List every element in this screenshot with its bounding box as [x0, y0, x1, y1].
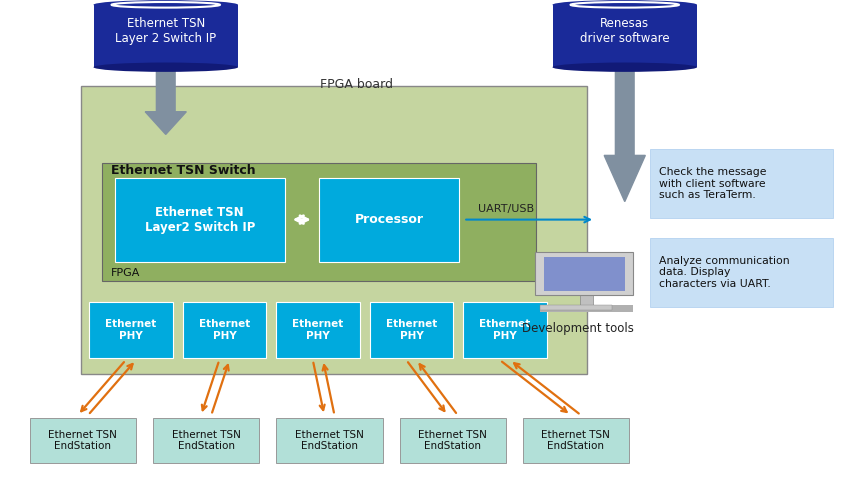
Text: Ethernet
PHY: Ethernet PHY: [386, 319, 437, 341]
Bar: [523, 418, 629, 463]
Text: Renesas
driver software: Renesas driver software: [580, 17, 670, 45]
Bar: [536, 252, 633, 295]
Text: Ethernet TSN
EndStation: Ethernet TSN EndStation: [48, 430, 117, 451]
Text: Ethernet
PHY: Ethernet PHY: [479, 319, 530, 341]
Ellipse shape: [94, 0, 238, 10]
Bar: [276, 302, 360, 358]
Text: Ethernet
PHY: Ethernet PHY: [105, 319, 156, 341]
Bar: [153, 418, 259, 463]
FancyArrow shape: [604, 70, 645, 202]
Bar: [370, 302, 453, 358]
Bar: [400, 418, 506, 463]
Text: Ethernet TSN Switch: Ethernet TSN Switch: [110, 164, 255, 177]
Bar: [81, 86, 586, 374]
Bar: [463, 302, 547, 358]
Bar: [540, 305, 612, 310]
Bar: [94, 5, 238, 67]
Bar: [276, 418, 382, 463]
Text: Ethernet
PHY: Ethernet PHY: [292, 319, 343, 341]
Text: FPGA board: FPGA board: [320, 77, 394, 91]
Text: Ethernet TSN
Layer 2 Switch IP: Ethernet TSN Layer 2 Switch IP: [116, 17, 216, 45]
Bar: [580, 290, 593, 307]
Text: Analyze communication
data. Display
characters via UART.: Analyze communication data. Display char…: [659, 256, 790, 289]
Text: Ethernet TSN
EndStation: Ethernet TSN EndStation: [295, 430, 364, 451]
Bar: [540, 305, 633, 312]
Bar: [552, 5, 697, 67]
Bar: [115, 178, 285, 262]
Text: Ethernet
PHY: Ethernet PHY: [199, 319, 250, 341]
Bar: [102, 163, 536, 281]
Bar: [30, 418, 136, 463]
Text: Ethernet TSN
EndStation: Ethernet TSN EndStation: [418, 430, 487, 451]
Text: Processor: Processor: [354, 213, 423, 226]
Text: Ethernet TSN
EndStation: Ethernet TSN EndStation: [541, 430, 610, 451]
Text: UART/USB: UART/USB: [478, 204, 534, 214]
Bar: [650, 238, 833, 307]
Text: Ethernet TSN
Layer2 Switch IP: Ethernet TSN Layer2 Switch IP: [144, 205, 255, 234]
Bar: [319, 178, 459, 262]
Bar: [544, 257, 625, 291]
Bar: [89, 302, 173, 358]
Ellipse shape: [94, 62, 238, 72]
Text: Ethernet TSN
EndStation: Ethernet TSN EndStation: [172, 430, 241, 451]
Bar: [183, 302, 266, 358]
Text: Development tools: Development tools: [522, 322, 634, 336]
Text: Check the message
with client software
such as TeraTerm.: Check the message with client software s…: [659, 167, 766, 200]
Ellipse shape: [552, 0, 697, 10]
Text: FPGA: FPGA: [110, 268, 140, 278]
FancyArrow shape: [145, 70, 186, 134]
Ellipse shape: [552, 62, 697, 72]
Bar: [650, 149, 833, 218]
